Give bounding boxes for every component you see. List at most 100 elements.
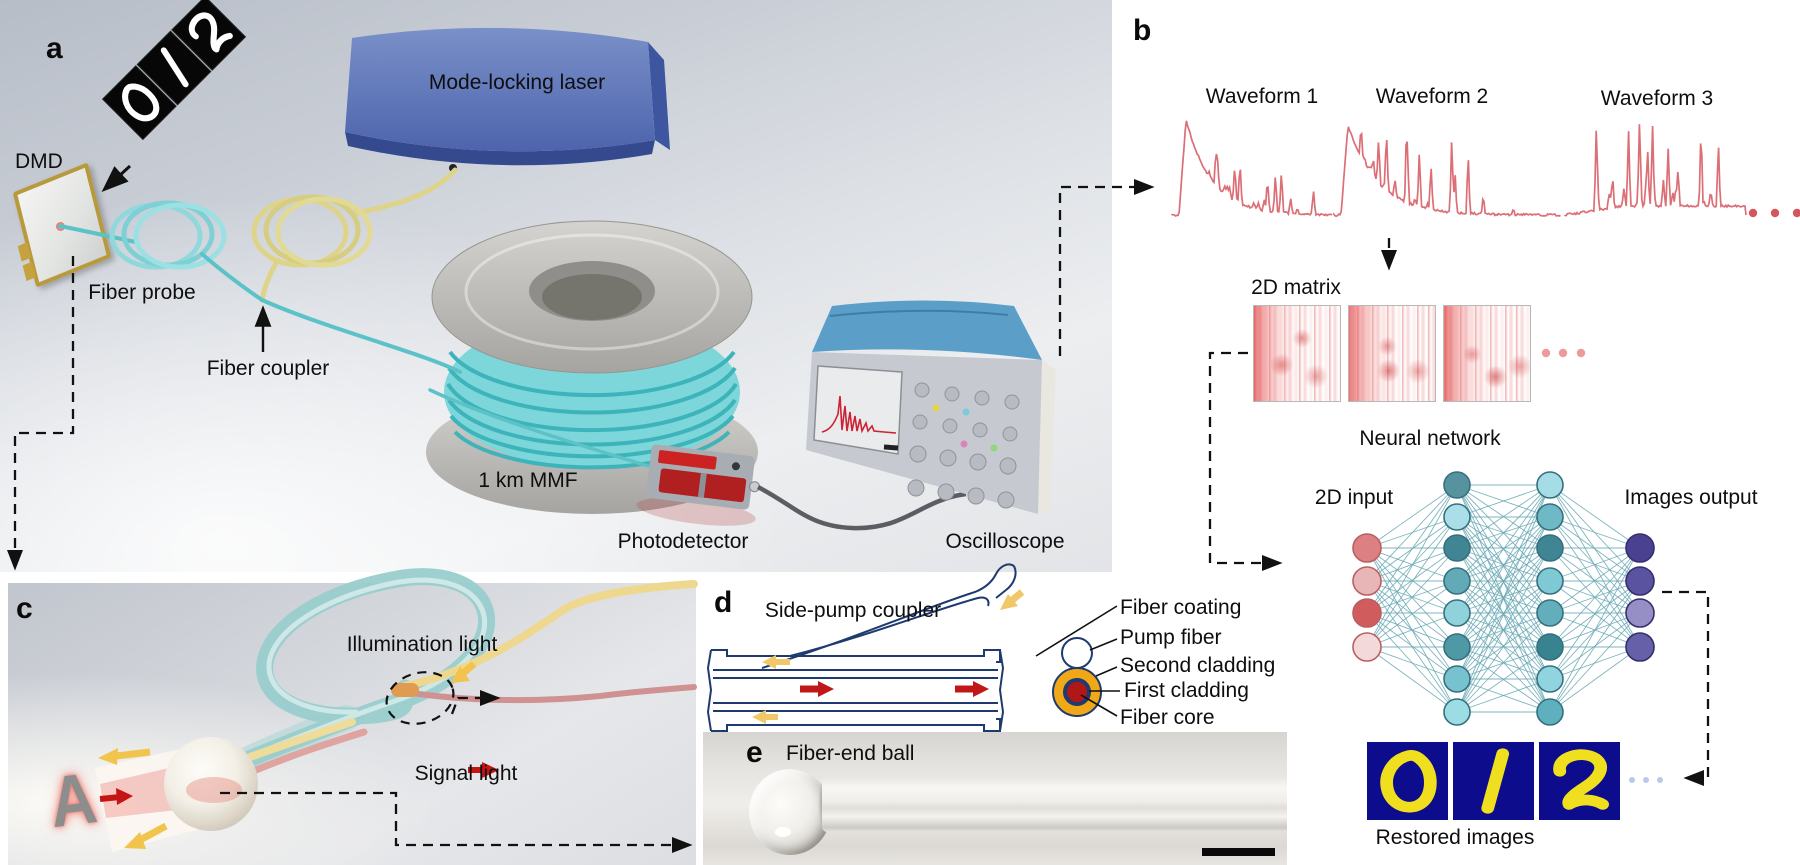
label-waveform-1: Waveform 1: [1205, 85, 1319, 108]
nn-edge: [1456, 516, 1551, 680]
nn-node: [1352, 566, 1382, 596]
nn-edge: [1456, 580, 1551, 648]
matrix-heatmap: [1253, 305, 1341, 402]
digit-1-glyph: [1481, 748, 1510, 814]
nn-node: [1443, 567, 1471, 595]
label-fiber-core: Fiber core: [1120, 706, 1215, 729]
nn-edge: [1549, 646, 1641, 713]
nn-edge: [1366, 516, 1458, 549]
nn-edge: [1456, 580, 1551, 680]
waveform-dot: [1748, 208, 1758, 218]
nn-edge: [1456, 516, 1551, 549]
nn-edge: [1549, 516, 1641, 648]
label-restored-images: Restored images: [1375, 826, 1535, 849]
nn-edge: [1549, 547, 1641, 582]
nn-edge: [1456, 484, 1551, 518]
nn-node: [1443, 471, 1471, 499]
nn-edge: [1549, 516, 1641, 549]
label-pump-fiber: Pump fiber: [1120, 626, 1222, 649]
nn-edge: [1366, 516, 1458, 582]
nn-edge: [1549, 547, 1641, 614]
label-waveform-3: Waveform 3: [1600, 87, 1714, 110]
nn-edge: [1366, 612, 1458, 648]
label-second-cladding: Second cladding: [1120, 654, 1276, 677]
matrix-heatmap: [1443, 305, 1531, 402]
nn-edge: [1456, 484, 1551, 680]
nn-node: [1536, 471, 1564, 499]
nn-edge: [1456, 516, 1551, 713]
nn-edge: [1366, 484, 1458, 648]
nn-edge: [1549, 612, 1641, 648]
nn-edge: [1549, 612, 1641, 713]
nn-edge: [1366, 547, 1458, 648]
waveform-traces: [1171, 120, 1747, 218]
digit-2-glyph: [188, 12, 233, 53]
nn-edge: [1456, 646, 1551, 713]
nn-edge: [1456, 646, 1551, 713]
fiber-rod-image: [822, 777, 1287, 832]
label-images-output: Images output: [1624, 486, 1758, 509]
nn-edge: [1456, 484, 1551, 713]
nn-node: [1443, 633, 1471, 661]
nn-edge: [1456, 580, 1551, 614]
restored-digit-image: [1453, 742, 1534, 820]
nn-edge: [1456, 547, 1551, 648]
nn-edge: [1456, 484, 1551, 648]
digit-0-glyph: [122, 83, 160, 122]
nn-edge: [1456, 484, 1551, 614]
ball-highlight: [775, 827, 791, 837]
label-oscilloscope: Oscilloscope: [945, 530, 1065, 553]
label-fiber-coupler: Fiber coupler: [206, 357, 330, 380]
nn-edge: [1456, 580, 1551, 680]
nn-edge: [1456, 580, 1551, 713]
nn-edge: [1366, 580, 1458, 713]
waveform-trace: [1564, 124, 1747, 217]
nn-edge: [1456, 547, 1551, 680]
label-fiber-probe: Fiber probe: [88, 281, 196, 304]
nn-edge: [1456, 484, 1551, 582]
nn-edge: [1366, 516, 1458, 648]
nn-edge: [1366, 547, 1458, 648]
nn-node: [1443, 503, 1471, 531]
nn-edge: [1456, 547, 1551, 614]
connector-nn-to-restored: [1662, 590, 1710, 787]
nn-edge: [1456, 646, 1551, 680]
nn-edge: [1366, 547, 1458, 680]
panel-letter-b: b: [1133, 14, 1152, 47]
nn-edge: [1549, 516, 1641, 582]
nn-node: [1443, 665, 1471, 693]
panel-letter-c: c: [16, 592, 33, 625]
nn-edge: [1366, 580, 1458, 680]
nn-node: [1536, 633, 1564, 661]
nn-edge: [1456, 580, 1551, 713]
nn-edge: [1456, 484, 1551, 549]
digit-2-glyph: [1553, 749, 1610, 810]
nn-node: [1536, 534, 1564, 562]
nn-edge: [1549, 580, 1641, 614]
waveform-dot: [1792, 208, 1800, 218]
mask-digit-card: [172, 0, 245, 70]
label-first-cladding: First cladding: [1124, 679, 1249, 702]
matrix-dot: [1541, 348, 1551, 358]
label-photodetector: Photodetector: [617, 530, 749, 553]
nn-edge: [1456, 547, 1551, 582]
mask-digit-card: [103, 66, 176, 139]
nn-node: [1536, 503, 1564, 531]
nn-node: [1443, 698, 1471, 726]
nn-edge: [1549, 547, 1641, 648]
matrix-dot: [1558, 348, 1568, 358]
nn-edge: [1456, 516, 1551, 614]
nn-edge: [1549, 580, 1641, 648]
neural-network-graph: [1352, 471, 1655, 726]
side-pump-coupler-drawing: [706, 563, 1017, 732]
nn-edge: [1549, 612, 1641, 648]
nn-node: [1443, 599, 1471, 627]
label-illumination-light: Illumination light: [346, 633, 498, 656]
nn-edge: [1456, 646, 1551, 680]
restored-dot: [1643, 777, 1649, 783]
nn-edge: [1549, 547, 1641, 680]
nn-edge: [1366, 580, 1458, 648]
nn-edge: [1366, 580, 1458, 648]
nn-edge: [1456, 547, 1551, 582]
